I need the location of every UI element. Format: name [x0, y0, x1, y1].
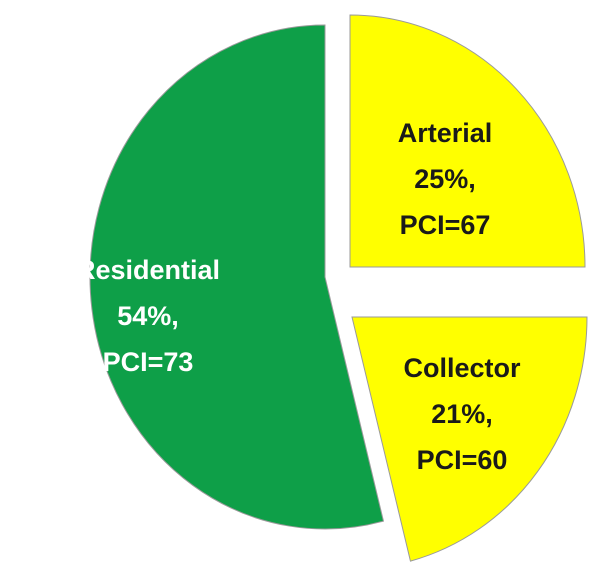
slice-label-value: 54%,	[117, 301, 179, 331]
slice-label-name: Residential	[76, 255, 220, 285]
slice-label-pci: PCI=67	[400, 210, 491, 240]
slice-label-name: Arterial	[398, 118, 493, 148]
slice-label-pci: PCI=60	[417, 445, 508, 475]
pie-slice	[351, 316, 588, 562]
slice-label-pci: PCI=73	[103, 347, 194, 377]
slice-label-name: Collector	[403, 353, 521, 383]
slice-label-value: 21%,	[431, 399, 493, 429]
pie-slice	[349, 14, 586, 268]
pie-slice	[89, 24, 385, 530]
slice-label-value: 25%,	[414, 164, 476, 194]
